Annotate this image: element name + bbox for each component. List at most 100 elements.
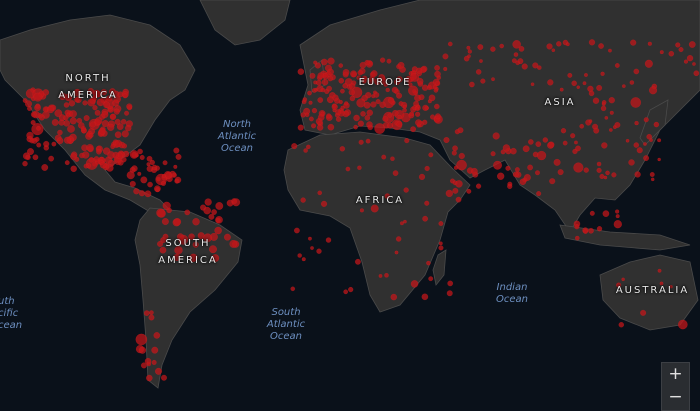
case-marker[interactable] xyxy=(302,97,308,102)
case-marker[interactable] xyxy=(514,167,520,173)
case-marker[interactable] xyxy=(492,132,500,140)
case-marker[interactable] xyxy=(79,152,85,159)
case-marker[interactable] xyxy=(317,72,325,80)
case-marker[interactable] xyxy=(490,46,496,52)
case-marker[interactable] xyxy=(640,309,647,316)
case-marker[interactable] xyxy=(112,99,120,107)
case-marker[interactable] xyxy=(160,180,167,187)
case-marker[interactable] xyxy=(588,90,595,97)
case-marker[interactable] xyxy=(338,63,344,68)
case-marker[interactable] xyxy=(51,141,57,147)
case-marker[interactable] xyxy=(415,67,423,74)
case-marker[interactable] xyxy=(338,99,343,105)
case-marker[interactable] xyxy=(91,95,98,101)
case-marker[interactable] xyxy=(320,87,326,93)
case-marker[interactable] xyxy=(657,157,661,162)
case-marker[interactable] xyxy=(573,140,578,145)
case-marker[interactable] xyxy=(148,314,155,321)
case-marker[interactable] xyxy=(99,161,107,169)
case-marker[interactable] xyxy=(386,122,394,129)
case-marker[interactable] xyxy=(536,150,547,161)
case-marker[interactable] xyxy=(138,346,147,354)
case-marker[interactable] xyxy=(428,94,436,102)
case-marker[interactable] xyxy=(628,159,635,166)
case-marker[interactable] xyxy=(24,100,33,108)
case-marker[interactable] xyxy=(644,59,653,68)
case-marker[interactable] xyxy=(76,117,83,124)
case-marker[interactable] xyxy=(410,126,417,133)
case-marker[interactable] xyxy=(307,236,312,241)
case-marker[interactable] xyxy=(659,281,664,286)
case-marker[interactable] xyxy=(317,97,324,103)
case-marker[interactable] xyxy=(151,164,158,171)
case-marker[interactable] xyxy=(149,159,155,166)
case-marker[interactable] xyxy=(303,148,308,153)
case-marker[interactable] xyxy=(300,112,306,118)
case-marker[interactable] xyxy=(174,245,183,255)
case-marker[interactable] xyxy=(630,39,637,46)
case-marker[interactable] xyxy=(364,114,371,121)
case-marker[interactable] xyxy=(301,257,306,262)
case-marker[interactable] xyxy=(633,68,640,75)
case-marker[interactable] xyxy=(211,254,220,263)
case-marker[interactable] xyxy=(73,88,82,97)
case-marker[interactable] xyxy=(184,209,191,216)
case-marker[interactable] xyxy=(114,131,122,139)
case-marker[interactable] xyxy=(453,165,459,170)
case-marker[interactable] xyxy=(338,77,345,84)
case-marker[interactable] xyxy=(589,210,595,216)
case-marker[interactable] xyxy=(387,97,395,104)
case-marker[interactable] xyxy=(360,111,366,117)
case-marker[interactable] xyxy=(378,74,386,81)
case-marker[interactable] xyxy=(359,61,367,69)
case-marker[interactable] xyxy=(466,188,472,194)
case-marker[interactable] xyxy=(374,123,386,134)
case-marker[interactable] xyxy=(688,41,696,48)
case-marker[interactable] xyxy=(106,123,115,132)
case-marker[interactable] xyxy=(223,233,231,241)
case-marker[interactable] xyxy=(74,96,80,103)
case-marker[interactable] xyxy=(446,290,453,297)
case-marker[interactable] xyxy=(156,240,164,247)
case-marker[interactable] xyxy=(382,115,389,122)
case-marker[interactable] xyxy=(348,89,355,96)
case-marker[interactable] xyxy=(493,160,503,170)
case-marker[interactable] xyxy=(499,43,505,49)
case-marker[interactable] xyxy=(513,52,519,57)
case-marker[interactable] xyxy=(643,155,650,162)
case-marker[interactable] xyxy=(443,66,448,72)
case-marker[interactable] xyxy=(114,139,123,148)
case-marker[interactable] xyxy=(29,138,35,144)
case-marker[interactable] xyxy=(608,48,612,53)
case-marker[interactable] xyxy=(432,84,438,89)
case-marker[interactable] xyxy=(353,124,358,130)
case-marker[interactable] xyxy=(67,125,75,133)
case-marker[interactable] xyxy=(596,226,603,232)
case-marker[interactable] xyxy=(421,84,429,91)
case-marker[interactable] xyxy=(438,245,444,251)
case-marker[interactable] xyxy=(618,321,625,328)
case-marker[interactable] xyxy=(678,47,684,53)
case-marker[interactable] xyxy=(668,50,675,57)
case-marker[interactable] xyxy=(601,142,608,149)
case-marker[interactable] xyxy=(340,105,345,110)
case-marker[interactable] xyxy=(70,165,78,173)
case-marker[interactable] xyxy=(135,333,148,346)
case-marker[interactable] xyxy=(621,84,626,89)
case-marker[interactable] xyxy=(386,58,392,64)
case-marker[interactable] xyxy=(214,226,222,235)
case-marker[interactable] xyxy=(502,144,511,152)
case-marker[interactable] xyxy=(393,78,401,86)
case-marker[interactable] xyxy=(348,83,356,90)
case-marker[interactable] xyxy=(161,217,169,226)
case-marker[interactable] xyxy=(188,233,195,240)
case-marker[interactable] xyxy=(121,130,129,138)
case-marker[interactable] xyxy=(659,50,664,55)
case-marker[interactable] xyxy=(122,93,128,99)
case-marker[interactable] xyxy=(327,68,334,76)
case-marker[interactable] xyxy=(648,86,658,95)
case-marker[interactable] xyxy=(475,183,482,189)
case-marker[interactable] xyxy=(327,75,334,82)
case-marker[interactable] xyxy=(124,110,130,116)
case-marker[interactable] xyxy=(83,115,90,122)
